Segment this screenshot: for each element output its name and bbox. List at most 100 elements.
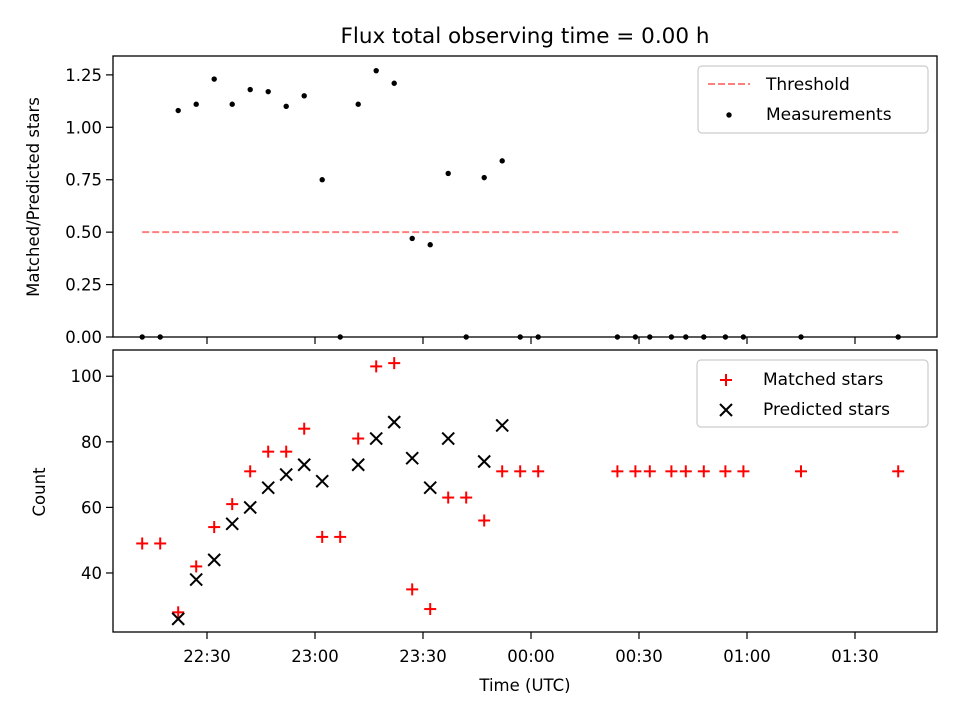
matched-star-point (208, 521, 221, 534)
matched-star-point (532, 465, 545, 478)
y-tick-label: 100 (71, 367, 103, 386)
matched-star-point (352, 432, 365, 445)
y-tick-label: 0.00 (65, 328, 102, 347)
measurement-point (175, 107, 181, 114)
matched-star-point (514, 465, 527, 478)
measurement-point (247, 86, 253, 93)
matched-star-point (697, 465, 710, 478)
y-tick-label: 1.25 (65, 66, 102, 85)
plot-area (136, 357, 905, 626)
legend-predicted-swatch (719, 403, 733, 417)
predicted-star-point (369, 431, 383, 446)
predicted-star-point (207, 553, 221, 567)
measurement-point (499, 158, 505, 164)
measurement-point (391, 80, 397, 86)
matched-star-point (316, 530, 329, 543)
matched-star-point (334, 530, 347, 543)
measurement-point (373, 67, 379, 74)
axes-frame (112, 349, 938, 633)
matched-star-point (370, 360, 383, 373)
matched-star-point (442, 491, 455, 504)
matched-star-point (719, 465, 732, 478)
matched-star-point (643, 465, 656, 478)
y-tick-label: 80 (81, 433, 102, 452)
measurement-point (319, 177, 325, 183)
matched-star-point (262, 445, 275, 458)
predicted-star-point (171, 612, 185, 626)
legend-matched-swatch (720, 374, 732, 386)
matched-star-point (406, 583, 419, 596)
matched-star-point (298, 422, 311, 435)
predicted-star-point (387, 415, 401, 429)
predicted-star-point (477, 454, 491, 469)
y-axis-ticks: 0.00 0.25 0.50 0.75 1.00 1.25 (65, 66, 113, 347)
predicted-star-point (261, 481, 275, 495)
predicted-star-point (441, 431, 455, 446)
matched-star-point (172, 606, 185, 619)
x-tick-label: 00:30 (615, 647, 663, 666)
matched-star-point (679, 465, 692, 478)
matched-star-point (424, 603, 437, 616)
matched-star-point (244, 465, 257, 478)
matched-star-point (892, 465, 905, 478)
matched-star-point (629, 465, 642, 478)
predicted-star-point (405, 451, 419, 465)
predicted-star-point (297, 458, 311, 472)
predicted-star-point (279, 467, 293, 482)
x-tick-label: 23:30 (399, 647, 447, 666)
predicted-star-point (315, 474, 329, 488)
x-axis-ticks: 22:30 23:00 23:30 00:00 00:30 01:00 01:30 (183, 632, 879, 666)
ratio-panel: Flux total observing time = 0.00 h Match… (24, 24, 938, 347)
measurement-point (301, 93, 307, 99)
legend: Threshold Measurements (697, 65, 929, 134)
legend-measurements-swatch (726, 112, 732, 118)
measurement-point (265, 88, 271, 95)
x-tick-label: 01:00 (723, 647, 771, 666)
predicted-star-point (189, 572, 203, 587)
predicted-star-point (423, 481, 437, 495)
y-tick-label: 1.00 (65, 118, 102, 137)
count-panel: Count Time (UTC) 40 60 80 100 22:30 23:00 23:… (30, 349, 938, 695)
matched-star-point (226, 498, 239, 511)
legend-measurements-label: Measurements (766, 105, 892, 125)
chart-title: Flux total observing time = 0.00 h (341, 24, 710, 49)
matched-star-point (611, 465, 624, 478)
axes-frame (112, 55, 938, 338)
measurement-point (193, 101, 199, 107)
legend-box (696, 359, 929, 428)
legend-threshold-label: Threshold (765, 75, 850, 95)
matched-star-point (136, 537, 149, 550)
matched-star-point (460, 491, 473, 504)
matched-star-point (190, 560, 203, 573)
measurement-point (211, 76, 217, 82)
legend-matched-label: Matched stars (763, 370, 883, 390)
matched-star-point (154, 537, 167, 550)
matched-star-point (478, 514, 491, 527)
matched-star-point (665, 465, 678, 478)
matched-star-point (388, 357, 401, 370)
x-tick-label: 00:00 (507, 647, 555, 666)
legend-predicted-label: Predicted stars (763, 400, 890, 420)
y-tick-label: 60 (81, 498, 102, 517)
legend-box (697, 65, 929, 134)
matched-star-point (795, 465, 807, 478)
y-tick-label: 40 (81, 564, 102, 583)
measurement-point (355, 101, 361, 107)
measurement-point (427, 242, 433, 248)
predicted-star-point (495, 418, 509, 433)
measurement-point (481, 174, 487, 181)
y-axis-ticks: 40 60 80 100 (71, 367, 113, 583)
plot-area (139, 67, 901, 340)
measurement-point (445, 170, 451, 177)
predicted-star-point (351, 458, 365, 472)
matched-star-point (280, 445, 293, 458)
y-axis-label: Matched/Predicted stars (24, 97, 43, 297)
y-tick-label: 0.75 (65, 171, 102, 190)
y-tick-label: 0.50 (65, 223, 102, 242)
x-tick-label: 23:00 (291, 647, 339, 666)
predicted-star-point (225, 517, 239, 531)
y-axis-label: Count (30, 467, 49, 517)
x-tick-label: 01:30 (831, 647, 879, 666)
measurement-point (229, 101, 235, 107)
measurement-point (283, 103, 289, 110)
